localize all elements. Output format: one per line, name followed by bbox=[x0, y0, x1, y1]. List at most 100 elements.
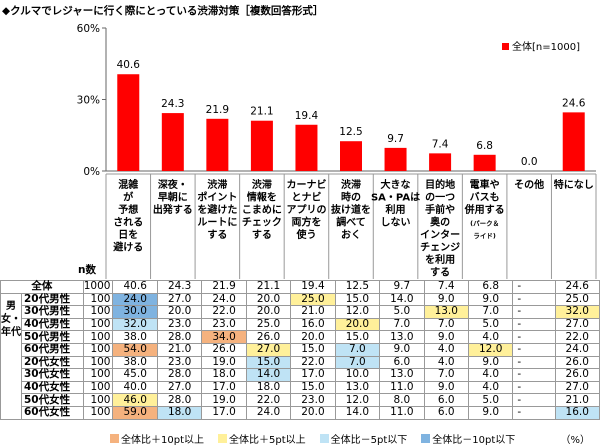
legend-label: 全体比－10pt以下 bbox=[432, 435, 516, 446]
value-cell: 5.0 bbox=[379, 305, 425, 319]
legend-swatch bbox=[110, 434, 119, 443]
value-cell: 21.9 bbox=[201, 280, 247, 294]
value-cell: - bbox=[512, 317, 556, 332]
bar bbox=[161, 113, 184, 171]
value-cell: 17.0 bbox=[290, 368, 336, 382]
legend-swatch bbox=[421, 434, 431, 443]
category-label: 奥の bbox=[430, 216, 450, 229]
value-cell: - bbox=[512, 393, 556, 407]
n-cell: 100 bbox=[82, 292, 114, 307]
value-cell: 4.0 bbox=[423, 355, 469, 370]
table-row: 40代女性 100 40.0 27.0 17.0 18.0 15.0 13.0 11.0 9.0 4… bbox=[1, 380, 600, 395]
value-cell: 21.0 bbox=[554, 393, 600, 407]
data-label: 6.8 bbox=[476, 140, 493, 152]
value-cell: 4.0 bbox=[467, 380, 514, 395]
value-cell: 15.0 bbox=[334, 292, 381, 307]
legend-label: 全体比－5pt以下 bbox=[330, 435, 408, 446]
value-cell: 10.0 bbox=[334, 368, 381, 382]
value-cell: 20.0 bbox=[290, 330, 336, 344]
value-cell: 7.0 bbox=[379, 317, 425, 332]
category-label: を利用 bbox=[425, 253, 455, 266]
value-cell: 18.0 bbox=[245, 380, 292, 395]
category-label: の一つ bbox=[425, 193, 455, 204]
category-label: される bbox=[113, 217, 143, 229]
n-cell: 100 bbox=[82, 380, 114, 395]
legend-entry: 全体[n=1000] bbox=[512, 40, 580, 53]
value-cell: 21.0 bbox=[156, 342, 203, 357]
value-cell: 45.0 bbox=[112, 368, 158, 382]
category-label: バスも bbox=[470, 192, 500, 204]
row-label: 全体 bbox=[0, 280, 84, 294]
value-cell: 12.0 bbox=[334, 305, 381, 319]
value-cell: 20.0 bbox=[334, 317, 381, 332]
value-cell: 27.0 bbox=[245, 342, 292, 357]
category-label: 出発する bbox=[153, 203, 193, 216]
value-cell: 4.0 bbox=[423, 342, 469, 357]
category-label: 手前や bbox=[425, 203, 455, 216]
n-cell: 100 bbox=[82, 368, 114, 382]
legend-label: 全体比＋5pt以上 bbox=[229, 435, 306, 446]
value-cell: 19.4 bbox=[290, 280, 336, 294]
category-label: 特になし bbox=[554, 178, 594, 191]
category-label: 電車や bbox=[470, 178, 500, 191]
value-cell: 59.0 bbox=[112, 405, 158, 420]
value-cell: 40.0 bbox=[112, 380, 158, 395]
category-label: が bbox=[123, 191, 134, 204]
value-cell: - bbox=[512, 292, 556, 307]
value-cell: 27.0 bbox=[156, 380, 203, 395]
data-label: 0.0 bbox=[521, 156, 538, 168]
value-cell: 17.0 bbox=[201, 405, 247, 420]
value-cell: 11.0 bbox=[379, 380, 425, 395]
row-label: 20代女性 bbox=[21, 355, 84, 370]
category-label: する bbox=[252, 229, 272, 241]
value-cell: 9.0 bbox=[379, 342, 425, 357]
data-label: 19.4 bbox=[295, 110, 319, 122]
value-cell: - bbox=[512, 405, 556, 420]
n-cell: 100 bbox=[82, 405, 114, 420]
value-cell: 9.0 bbox=[423, 380, 469, 395]
value-cell: 25.0 bbox=[290, 292, 336, 307]
value-cell: 27.0 bbox=[554, 380, 600, 395]
category-label: を避けた bbox=[197, 203, 237, 216]
value-cell: 12.0 bbox=[467, 342, 514, 357]
value-cell: 54.0 bbox=[112, 342, 158, 357]
value-cell: 14.0 bbox=[245, 368, 292, 382]
value-cell: 26.0 bbox=[554, 368, 600, 382]
value-cell: 28.0 bbox=[156, 368, 203, 382]
value-cell: 7.0 bbox=[423, 317, 469, 332]
n-cell: 100 bbox=[82, 305, 114, 319]
category-label: アプリの bbox=[286, 203, 326, 216]
value-cell: 7.0 bbox=[467, 305, 514, 319]
legend-item: 全体比－5pt以下 bbox=[319, 431, 408, 446]
category-label: チェンジ bbox=[420, 242, 460, 254]
category-label: 渋滞 bbox=[341, 178, 361, 191]
value-cell: 22.0 bbox=[201, 305, 247, 319]
table-row: 男女・年代 20代男性 100 24.0 27.0 24.0 20.0 25.0 15.0 14.… bbox=[0, 292, 600, 420]
value-cell: 20.0 bbox=[156, 305, 203, 319]
n-cell: 100 bbox=[82, 330, 114, 344]
value-cell: 27.0 bbox=[554, 317, 600, 332]
value-cell: 24.0 bbox=[245, 405, 292, 420]
value-cell: 12.0 bbox=[334, 393, 381, 407]
category-label: こまめに bbox=[242, 204, 282, 216]
value-cell: 22.0 bbox=[245, 393, 292, 407]
value-cell: 22.0 bbox=[290, 355, 336, 370]
n-cell: 1000 bbox=[82, 280, 114, 294]
category-label: (パーク＆ bbox=[470, 219, 499, 228]
value-cell: 19.0 bbox=[201, 355, 247, 370]
row-label: 50代女性 bbox=[21, 393, 84, 407]
value-cell: 18.0 bbox=[156, 405, 203, 420]
value-cell: 11.0 bbox=[379, 405, 425, 420]
data-table: 全体 1000 40.6 24.3 21.9 21.1 19.4 12.5 9.7 7.4 6.8-… bbox=[0, 280, 600, 420]
highlight-legend: 全体比＋10pt以上 全体比＋5pt以上 全体比－5pt以下 全体比－10pt以下 bbox=[110, 431, 529, 446]
row-label: 40代男性 bbox=[21, 317, 84, 332]
value-cell: 20.0 bbox=[245, 292, 292, 307]
table-row: 50代女性 100 46.0 28.0 19.0 22.0 23.0 12.0 8.0 6.0 5.… bbox=[1, 393, 600, 407]
data-label: 21.1 bbox=[250, 106, 273, 118]
category-label: 目的地 bbox=[425, 178, 455, 191]
value-cell: 24.6 bbox=[554, 280, 600, 294]
value-cell: 17.0 bbox=[201, 380, 247, 395]
value-cell: 9.0 bbox=[467, 405, 514, 420]
category-label: ライド) bbox=[473, 232, 496, 240]
value-cell: 13.0 bbox=[423, 305, 469, 319]
